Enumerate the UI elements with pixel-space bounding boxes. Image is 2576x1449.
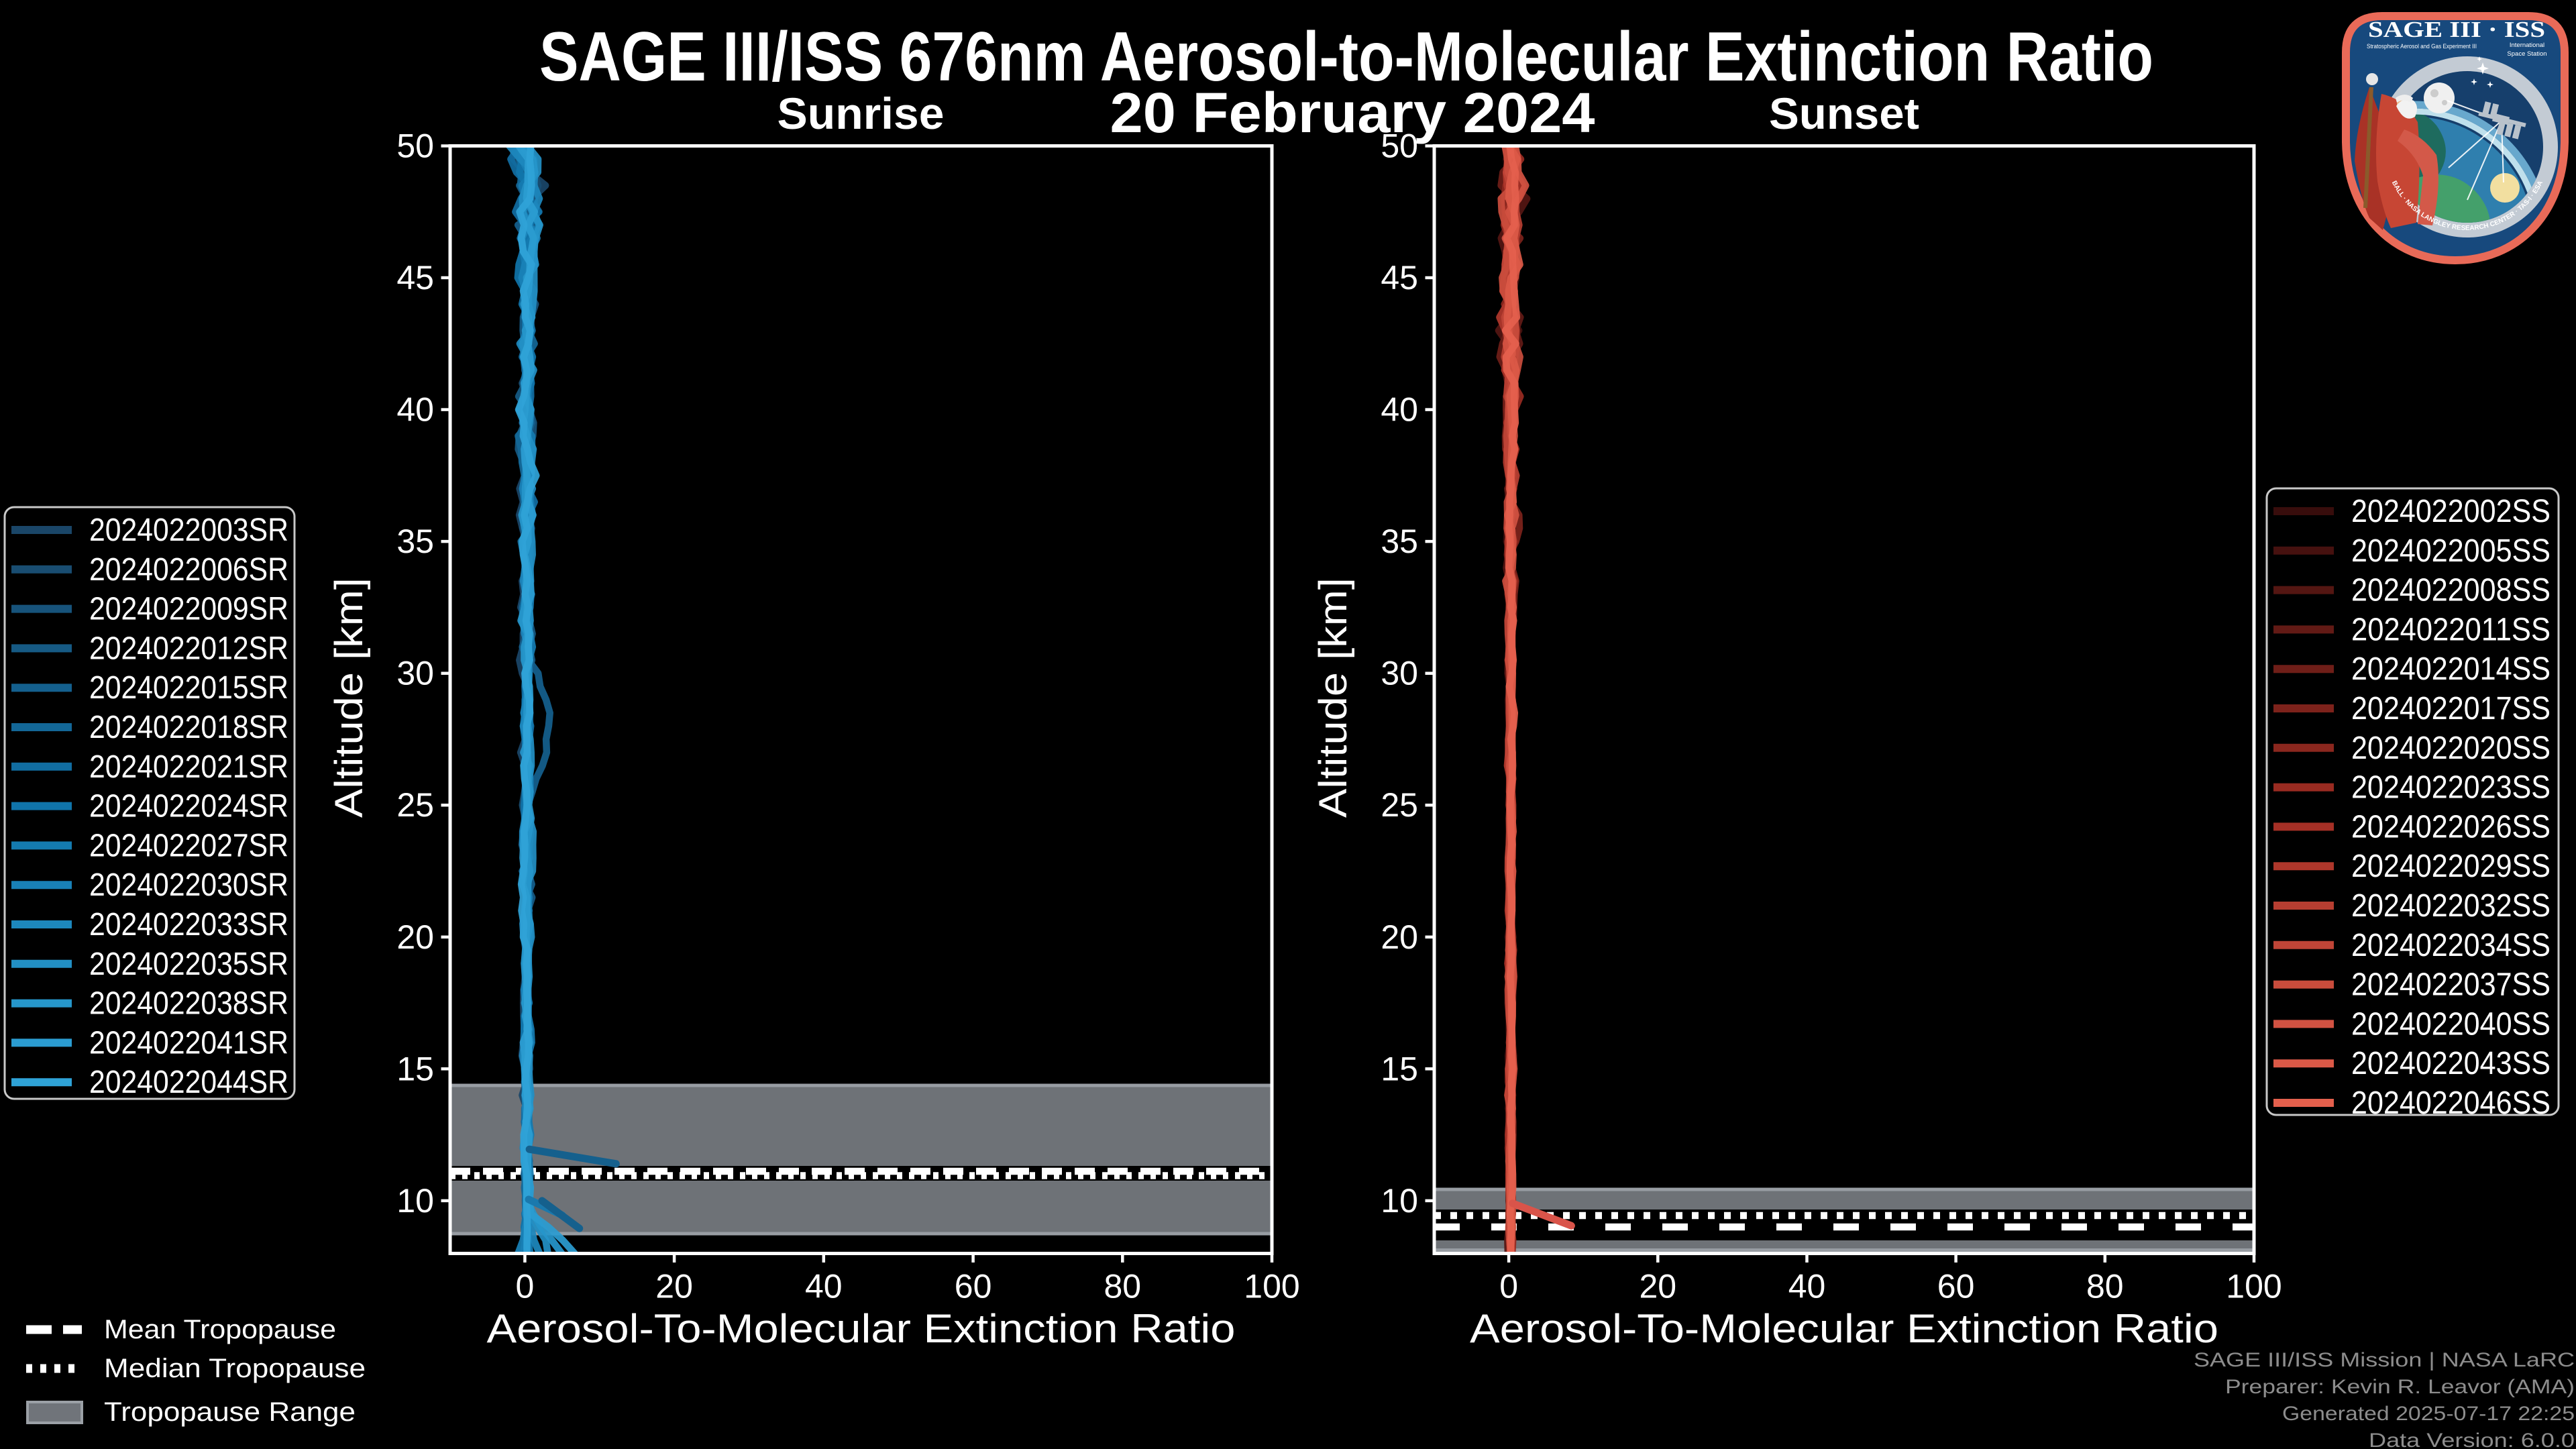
svg-text:2024022023SS: 2024022023SS xyxy=(2351,770,2551,806)
svg-text:35: 35 xyxy=(396,523,434,560)
svg-text:2024022012SR: 2024022012SR xyxy=(89,631,288,666)
svg-text:2024022026SS: 2024022026SS xyxy=(2351,809,2551,845)
svg-text:2024022029SS: 2024022029SS xyxy=(2351,849,2551,884)
svg-text:20: 20 xyxy=(655,1268,693,1305)
svg-text:15: 15 xyxy=(1381,1050,1418,1087)
svg-text:Data Version: 6.0.0: Data Version: 6.0.0 xyxy=(2369,1430,2575,1449)
svg-text:2024022037SS: 2024022037SS xyxy=(2351,967,2551,1003)
svg-text:Generated 2025-07-17 22:25: Generated 2025-07-17 22:25 xyxy=(2282,1403,2575,1425)
svg-text:2024022033SR: 2024022033SR xyxy=(89,907,288,943)
svg-text:2024022020SS: 2024022020SS xyxy=(2351,731,2551,766)
svg-text:Preparer: Kevin R. Leavor (AMA: Preparer: Kevin R. Leavor (AMA) xyxy=(2225,1376,2575,1398)
svg-text:10: 10 xyxy=(396,1182,434,1220)
svg-text:2024022009SR: 2024022009SR xyxy=(89,592,288,627)
svg-text:Tropopause Range: Tropopause Range xyxy=(104,1397,356,1427)
svg-text:2024022018SR: 2024022018SR xyxy=(89,710,288,745)
svg-text:2024022044SR: 2024022044SR xyxy=(89,1065,288,1100)
svg-text:2024022005SS: 2024022005SS xyxy=(2351,533,2551,569)
svg-text:2024022041SR: 2024022041SR xyxy=(89,1025,288,1061)
svg-text:Mean Tropopause: Mean Tropopause xyxy=(104,1315,336,1344)
svg-text:2024022030SR: 2024022030SR xyxy=(89,867,288,903)
svg-text:0: 0 xyxy=(1499,1268,1518,1305)
svg-text:Sunset: Sunset xyxy=(1769,89,1919,138)
svg-text:SAGE III/ISS Mission | NASA La: SAGE III/ISS Mission | NASA LaRC xyxy=(2194,1349,2575,1371)
svg-text:International: International xyxy=(2510,42,2544,49)
svg-text:2024022032SS: 2024022032SS xyxy=(2351,888,2551,924)
svg-text:2024022034SS: 2024022034SS xyxy=(2351,928,2551,963)
svg-text:50: 50 xyxy=(1381,127,1418,165)
svg-text:0: 0 xyxy=(515,1268,534,1305)
svg-text:100: 100 xyxy=(2226,1268,2282,1305)
svg-text:25: 25 xyxy=(1381,786,1418,824)
svg-text:Altitude [km]: Altitude [km] xyxy=(1311,578,1355,818)
svg-text:Stratospheric Aerosol and Gas: Stratospheric Aerosol and Gas Experiment… xyxy=(2367,43,2477,50)
svg-text:100: 100 xyxy=(1244,1268,1299,1305)
svg-text:15: 15 xyxy=(396,1050,434,1087)
svg-text:80: 80 xyxy=(1104,1268,1141,1305)
svg-text:30: 30 xyxy=(396,655,434,692)
svg-text:SAGE III · ISS: SAGE III · ISS xyxy=(2368,17,2545,42)
svg-text:Aerosol-To-Molecular Extinctio: Aerosol-To-Molecular Extinction Ratio xyxy=(1470,1306,2218,1351)
svg-text:2024022038SR: 2024022038SR xyxy=(89,986,288,1022)
svg-text:Sunrise: Sunrise xyxy=(777,89,945,138)
svg-text:2024022014SS: 2024022014SS xyxy=(2351,651,2551,687)
svg-text:2024022024SR: 2024022024SR xyxy=(89,789,288,824)
svg-text:45: 45 xyxy=(396,259,434,297)
svg-text:20: 20 xyxy=(396,918,434,956)
svg-text:60: 60 xyxy=(1937,1268,1975,1305)
svg-text:25: 25 xyxy=(396,786,434,824)
svg-text:2024022046SS: 2024022046SS xyxy=(2351,1085,2551,1121)
svg-text:20: 20 xyxy=(1639,1268,1676,1305)
svg-text:45: 45 xyxy=(1381,259,1418,297)
svg-text:20: 20 xyxy=(1381,918,1418,956)
svg-text:2024022003SR: 2024022003SR xyxy=(89,513,288,548)
svg-text:2024022021SR: 2024022021SR xyxy=(89,749,288,785)
svg-text:2024022035SR: 2024022035SR xyxy=(89,947,288,982)
svg-text:2024022027SR: 2024022027SR xyxy=(89,828,288,863)
svg-text:35: 35 xyxy=(1381,523,1418,560)
svg-text:40: 40 xyxy=(396,391,434,429)
svg-text:2024022015SR: 2024022015SR xyxy=(89,670,288,706)
svg-text:80: 80 xyxy=(2086,1268,2124,1305)
svg-text:Median Tropopause: Median Tropopause xyxy=(104,1354,366,1383)
svg-text:10: 10 xyxy=(1381,1182,1418,1220)
svg-text:2024022011SS: 2024022011SS xyxy=(2351,612,2551,647)
svg-text:SAGE III/ISS 676nm Aerosol-to-: SAGE III/ISS 676nm Aerosol-to-Molecular … xyxy=(539,18,2153,96)
svg-text:2024022043SS: 2024022043SS xyxy=(2351,1046,2551,1081)
svg-text:40: 40 xyxy=(1381,391,1418,429)
svg-text:30: 30 xyxy=(1381,655,1418,692)
svg-text:2024022017SS: 2024022017SS xyxy=(2351,691,2551,727)
svg-text:40: 40 xyxy=(805,1268,843,1305)
svg-text:Aerosol-To-Molecular Extinctio: Aerosol-To-Molecular Extinction Ratio xyxy=(487,1306,1236,1351)
svg-text:20 February 2024: 20 February 2024 xyxy=(1110,81,1595,144)
svg-text:2024022002SS: 2024022002SS xyxy=(2351,494,2551,529)
svg-text:50: 50 xyxy=(396,127,434,165)
svg-text:2024022006SR: 2024022006SR xyxy=(89,552,288,588)
svg-text:Altitude [km]: Altitude [km] xyxy=(327,578,371,818)
svg-text:40: 40 xyxy=(1788,1268,1826,1305)
svg-text:2024022040SS: 2024022040SS xyxy=(2351,1006,2551,1042)
svg-text:60: 60 xyxy=(955,1268,992,1305)
svg-text:Space Station: Space Station xyxy=(2507,50,2546,58)
svg-text:2024022008SS: 2024022008SS xyxy=(2351,573,2551,608)
